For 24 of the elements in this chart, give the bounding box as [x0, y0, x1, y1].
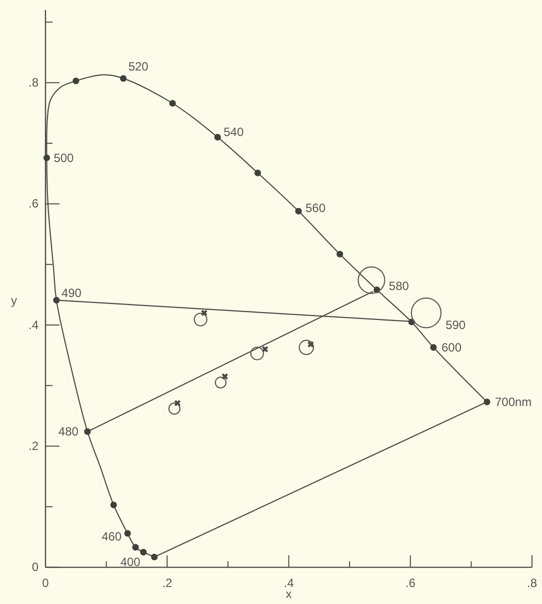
annotation: 500 [54, 150, 74, 165]
x-tick-label: .2 [162, 576, 172, 590]
y-tick-label: 0 [32, 560, 39, 574]
y-tick-label: .4 [28, 318, 39, 332]
x-tick-label: .6 [405, 576, 416, 590]
annotation: 700nm [495, 394, 532, 409]
x-tick-label: .8 [526, 576, 538, 590]
annotation: 590 [446, 318, 466, 332]
annotation: 460 [102, 529, 122, 544]
annotation: 580 [388, 278, 410, 293]
x-tick-label: .4 [284, 576, 294, 590]
y-tick-label: .2 [28, 438, 39, 453]
x-tick-label: 0 [42, 576, 50, 590]
annotation: 480 [58, 424, 79, 439]
annotation: 600 [441, 340, 462, 354]
annotation: 540 [224, 125, 244, 140]
x-axis-title: x [286, 587, 292, 601]
y-tick-label: .8 [28, 76, 39, 90]
annotation: 490 [61, 286, 82, 300]
annotation: 560 [305, 201, 326, 216]
annotation: 400 [120, 555, 141, 569]
y-tick-label: .6 [28, 196, 39, 211]
annotation: 520 [128, 59, 149, 74]
y-axis-title: y [11, 294, 17, 308]
